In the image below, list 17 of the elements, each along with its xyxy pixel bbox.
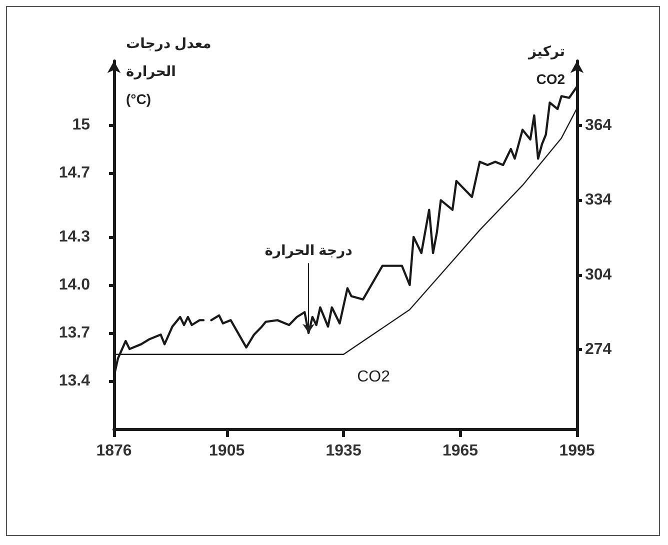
y2-tick-label: 334 bbox=[585, 192, 612, 209]
y-tick-label: 13.4 bbox=[58, 372, 90, 390]
y2-tick-label: 364 bbox=[585, 117, 612, 134]
text: درجة الحرارة bbox=[264, 242, 352, 260]
x-tick-label: 1905 bbox=[209, 442, 245, 460]
y-tick-label: 14.0 bbox=[58, 276, 90, 294]
y-tick-label: 14.7 bbox=[58, 164, 90, 182]
x-tick-label: 1876 bbox=[96, 442, 132, 460]
y2-tick-label: 274 bbox=[585, 340, 612, 358]
y-tick-label: 13.7 bbox=[58, 324, 90, 342]
x-tick-label: 1935 bbox=[326, 442, 362, 460]
series-label: CO2 bbox=[357, 368, 390, 386]
y-tick-label: 14.3 bbox=[58, 228, 90, 246]
y2-tick-label: 304 bbox=[585, 266, 612, 284]
y-tick-label: 15 bbox=[72, 116, 90, 134]
x-tick-label: 1995 bbox=[559, 442, 595, 460]
x-tick-label: 1965 bbox=[442, 442, 478, 460]
